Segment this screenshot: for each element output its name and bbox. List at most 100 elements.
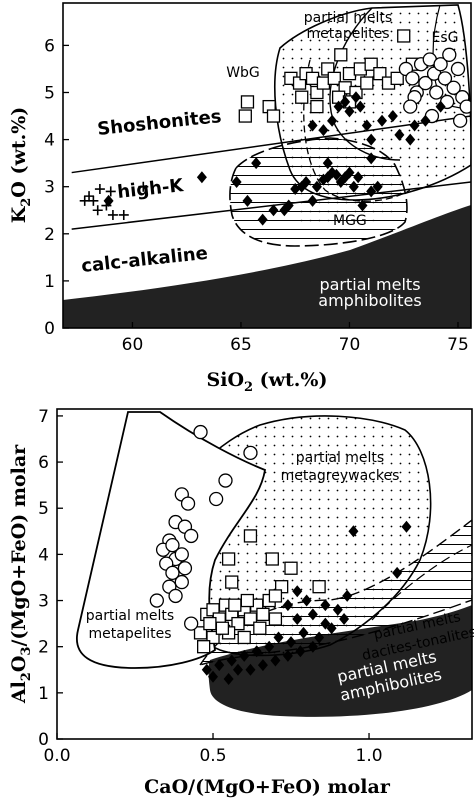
plot-frame-2 bbox=[56, 408, 473, 740]
marker-diamond bbox=[239, 649, 250, 662]
marker-diamond bbox=[307, 640, 318, 653]
marker-circle bbox=[218, 473, 233, 488]
x-tick-label: 65 bbox=[230, 335, 252, 355]
field-dacites-upper bbox=[371, 544, 472, 621]
marker-diamond bbox=[366, 133, 377, 146]
marker-square bbox=[240, 593, 254, 608]
marker-diamond bbox=[394, 128, 405, 141]
marker-circle bbox=[149, 593, 164, 608]
y-tick-label: 6 bbox=[44, 36, 55, 56]
marker-diamond bbox=[320, 617, 331, 630]
marker-diamond bbox=[322, 157, 333, 170]
x-tick-label: 0.0 bbox=[43, 746, 70, 766]
marker-square bbox=[397, 29, 411, 43]
marker-diamond bbox=[251, 157, 262, 170]
marker-diamond bbox=[366, 185, 377, 198]
y-axis-title-2: Al2O3/(MgO+FeO) molar bbox=[8, 444, 34, 704]
y-tick-label: 2 bbox=[38, 638, 49, 658]
series-boundaries bbox=[71, 115, 471, 230]
y-tick-label: 5 bbox=[38, 499, 49, 519]
marker-circle bbox=[403, 99, 418, 114]
marker-cross bbox=[79, 195, 90, 206]
marker-circle bbox=[429, 85, 444, 100]
label-mgg: MGG bbox=[333, 213, 367, 229]
marker-diamond bbox=[232, 663, 243, 676]
marker-circle bbox=[437, 71, 453, 86]
label-pm-metapelites-2: metapelites bbox=[307, 26, 390, 42]
marker-square bbox=[360, 76, 374, 90]
marker-diamond bbox=[405, 133, 416, 146]
marker-diamond bbox=[301, 594, 312, 607]
marker-diamond bbox=[226, 654, 237, 667]
marker-diamond bbox=[339, 613, 350, 625]
marker-diamond bbox=[387, 110, 398, 123]
series-boundary-line bbox=[71, 115, 471, 174]
marker-diamond bbox=[298, 626, 309, 639]
marker-circle bbox=[405, 71, 420, 86]
marker-diamond bbox=[257, 659, 268, 672]
marker-diamond bbox=[223, 673, 234, 685]
marker-diamond bbox=[326, 622, 337, 635]
marker-square bbox=[334, 48, 348, 62]
marker-cross bbox=[88, 195, 99, 206]
marker-diamond bbox=[245, 663, 256, 676]
marker-square bbox=[353, 62, 367, 76]
x-axis-title: SiO2 (wt.%) bbox=[207, 369, 328, 395]
marker-circle bbox=[450, 61, 466, 77]
marker-diamond bbox=[283, 199, 294, 212]
marker-square bbox=[253, 621, 267, 635]
marker-diamond bbox=[301, 175, 312, 188]
marker-diamond bbox=[327, 114, 338, 127]
y-tick-label: 4 bbox=[38, 545, 49, 565]
marker-square bbox=[266, 109, 281, 123]
marker-circle bbox=[174, 574, 189, 590]
marker-diamond bbox=[420, 114, 431, 127]
marker-diamond bbox=[392, 566, 403, 579]
data-markers bbox=[79, 29, 471, 226]
marker-square bbox=[268, 612, 283, 626]
marker-diamond bbox=[355, 100, 366, 113]
marker-diamond bbox=[201, 663, 212, 676]
marker-diamond bbox=[333, 100, 344, 113]
marker-square bbox=[256, 607, 270, 622]
marker-diamond bbox=[348, 525, 359, 538]
marker-circle bbox=[433, 57, 448, 72]
marker-diamond bbox=[314, 631, 325, 644]
marker-circle bbox=[193, 424, 208, 440]
y-tick-label: 1 bbox=[38, 684, 49, 704]
marker-diamond bbox=[286, 636, 297, 649]
marker-diamond bbox=[196, 171, 207, 184]
marker-cross bbox=[101, 200, 112, 211]
marker-diamond bbox=[307, 608, 318, 621]
y-tick-label: 3 bbox=[44, 178, 55, 198]
marker-circle bbox=[165, 538, 180, 553]
marker-circle bbox=[180, 496, 196, 511]
marker-square bbox=[197, 640, 211, 654]
marker-diamond bbox=[377, 114, 388, 127]
marker-diamond bbox=[295, 645, 306, 658]
marker-diamond bbox=[242, 194, 253, 207]
series-boundary-line bbox=[71, 181, 471, 230]
marker-diamond bbox=[350, 91, 361, 104]
marker-square bbox=[221, 552, 236, 566]
k2o-sio2-chart: 60 65 70 75 0 1 2 3 4 5 6 partial melts metapelite… bbox=[8, 2, 472, 395]
marker-diamond bbox=[320, 599, 331, 612]
marker-diamond bbox=[401, 520, 412, 533]
x-tick-label: 60 bbox=[122, 335, 144, 355]
marker-circle bbox=[168, 588, 183, 604]
y-tick-label: 1 bbox=[44, 272, 55, 292]
label-calc-alkaline: calc-alkaline bbox=[80, 243, 208, 277]
y-axis-title: K2O (wt.%) bbox=[8, 107, 34, 224]
marker-square bbox=[228, 598, 242, 612]
marker-square bbox=[327, 71, 341, 86]
marker-diamond bbox=[361, 119, 372, 132]
marker-diamond bbox=[342, 589, 353, 602]
marker-square bbox=[215, 621, 230, 635]
marker-square bbox=[312, 580, 326, 594]
marker-diamond bbox=[292, 585, 303, 598]
marker-diamond bbox=[332, 603, 343, 616]
al2o3-cao-chart: 0.0 0.5 1.0 0 1 2 3 4 5 6 7 partial melts metagrey… bbox=[8, 407, 474, 798]
marker-square bbox=[265, 552, 279, 566]
label-pm-metagrey-1: partial melts bbox=[296, 450, 384, 466]
